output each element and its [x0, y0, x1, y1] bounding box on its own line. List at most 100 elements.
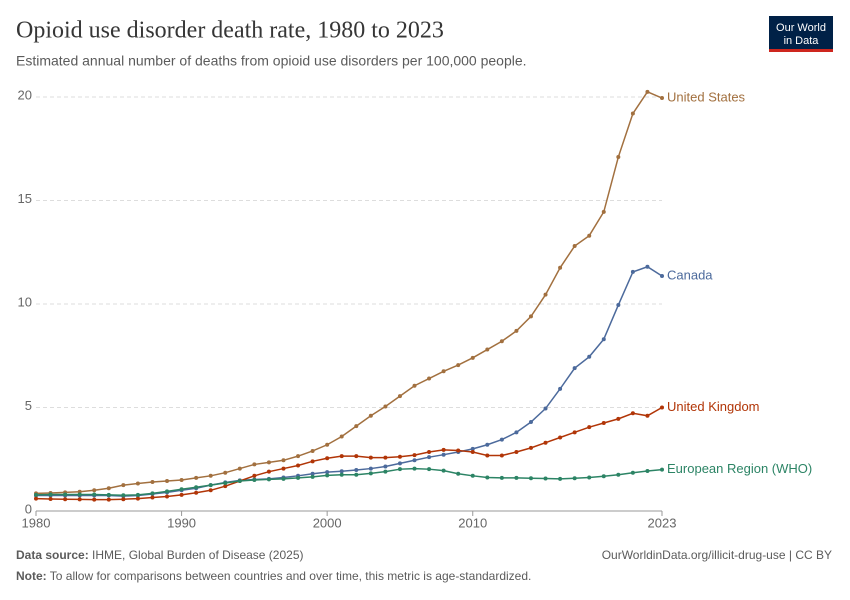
- data-point: [645, 89, 650, 94]
- data-point: [135, 481, 140, 486]
- data-point: [601, 474, 606, 479]
- data-point: [470, 355, 475, 360]
- data-point: [456, 471, 461, 476]
- y-tick-label: 15: [18, 191, 32, 206]
- data-point: [412, 466, 417, 471]
- source-url[interactable]: OurWorldinData.org/illicit-drug-use | CC…: [602, 548, 832, 562]
- data-point: [106, 497, 111, 502]
- x-tick-label: 2010: [458, 515, 487, 530]
- data-point: [427, 467, 432, 472]
- x-tick-label: 1980: [22, 515, 51, 530]
- data-point: [368, 466, 373, 471]
- source-text: IHME, Global Burden of Disease (2025): [92, 548, 303, 562]
- data-point: [208, 483, 213, 488]
- data-point: [77, 497, 82, 502]
- data-point: [485, 475, 490, 480]
- data-point: [296, 454, 301, 459]
- data-point: [412, 383, 417, 388]
- data-point: [208, 473, 213, 478]
- data-point: [77, 492, 82, 497]
- data-point: [572, 244, 577, 249]
- data-point: [630, 411, 635, 416]
- data-point: [135, 496, 140, 501]
- data-point: [223, 484, 228, 489]
- data-point: [368, 455, 373, 460]
- legend-label: United States: [667, 89, 746, 104]
- data-point: [543, 476, 548, 481]
- series-line: [35, 406, 663, 501]
- data-point: [616, 155, 621, 160]
- legend-label: Canada: [667, 267, 713, 282]
- data-point: [339, 469, 344, 474]
- data-point: [456, 363, 461, 368]
- data-point: [601, 209, 606, 214]
- data-point: [543, 406, 548, 411]
- data-point: [296, 463, 301, 468]
- data-point: [325, 442, 330, 447]
- data-point: [194, 475, 199, 480]
- data-point: [499, 437, 504, 442]
- data-point: [165, 478, 170, 483]
- data-point: [165, 489, 170, 494]
- data-point: [383, 455, 388, 460]
- note-label: Note:: [16, 569, 47, 583]
- data-point: [587, 425, 592, 430]
- data-point: [485, 347, 490, 352]
- data-point: [514, 328, 519, 333]
- data-point: [223, 481, 228, 486]
- logo-text: in Data: [784, 35, 820, 47]
- data-point: [179, 487, 184, 492]
- data-point: [514, 430, 519, 435]
- data-point: [397, 461, 402, 466]
- data-point: [587, 475, 592, 480]
- data-point: [630, 470, 635, 475]
- data-point: [194, 490, 199, 495]
- logo-bar: [769, 49, 833, 52]
- data-point: [92, 488, 97, 493]
- data-point: [310, 448, 315, 453]
- data-point: [179, 477, 184, 482]
- data-point: [354, 454, 359, 459]
- data-point: [499, 339, 504, 344]
- data-point: [296, 475, 301, 480]
- note-text: To allow for comparisons between countri…: [50, 569, 532, 583]
- data-point: [150, 495, 155, 500]
- logo[interactable]: Our World in Data: [769, 16, 833, 52]
- data-point: [441, 369, 446, 374]
- data-point: [645, 413, 650, 418]
- source-label: Data source:: [16, 548, 89, 562]
- series-line: [36, 265, 663, 497]
- data-point: [616, 472, 621, 477]
- data-point: [558, 476, 563, 481]
- data-point: [470, 473, 475, 478]
- data-point: [325, 473, 330, 478]
- data-point: [310, 471, 315, 476]
- data-point: [499, 475, 504, 480]
- data-point: [660, 96, 664, 101]
- data-point: [441, 447, 446, 452]
- data-point: [660, 467, 664, 472]
- data-point: [310, 459, 315, 464]
- x-tick-label: 1990: [167, 515, 196, 530]
- data-point: [92, 492, 97, 497]
- data-point: [601, 421, 606, 426]
- data-point: [470, 446, 475, 451]
- data-point: [310, 474, 315, 479]
- data-point: [572, 476, 577, 481]
- data-point: [412, 458, 417, 463]
- data-point: [237, 478, 242, 483]
- data-point: [325, 470, 330, 475]
- logo-box: [769, 16, 833, 52]
- data-point: [34, 496, 38, 501]
- data-point: [587, 233, 592, 238]
- data-point: [266, 469, 271, 474]
- data-point: [150, 491, 155, 496]
- data-point: [485, 442, 490, 447]
- data-point: [572, 366, 577, 371]
- data-point: [281, 476, 286, 481]
- data-point: [645, 469, 650, 474]
- data-point: [514, 475, 519, 480]
- data-point: [135, 492, 140, 497]
- data-point: [528, 476, 533, 481]
